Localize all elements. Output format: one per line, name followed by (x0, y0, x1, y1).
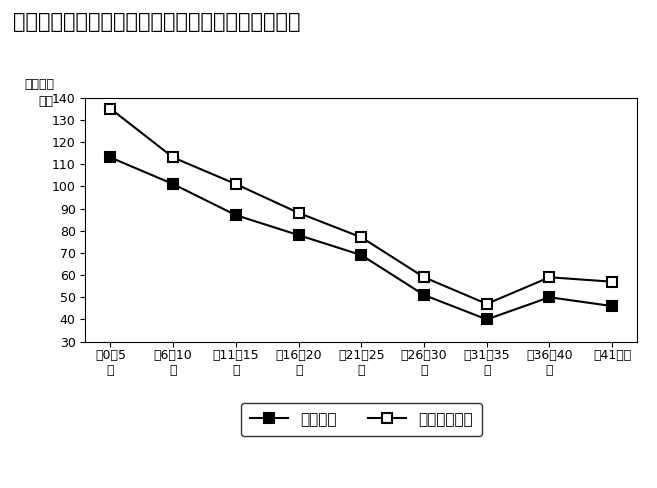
成約物件 (106, 155, 114, 161)
成約物件 (357, 252, 365, 258)
新規登録物件 (357, 234, 365, 240)
Text: （万円／: （万円／ (25, 78, 55, 91)
新規登録物件 (232, 181, 240, 187)
新規登録物件 (608, 279, 616, 285)
成約物件 (420, 292, 428, 298)
成約物件 (170, 181, 177, 187)
新規登録物件 (106, 106, 114, 112)
Text: ㎡）: ㎡） (39, 95, 53, 108)
新規登録物件 (545, 274, 553, 280)
成約物件 (483, 317, 491, 323)
Line: 新規登録物件: 新規登録物件 (106, 104, 617, 309)
成約物件 (232, 212, 240, 218)
新規登録物件 (295, 210, 303, 216)
成約物件 (295, 232, 303, 238)
新規登録物件 (170, 155, 177, 161)
新規登録物件 (483, 301, 491, 307)
成約物件 (545, 294, 553, 300)
Text: 図表６－３　中古マンションの築年帯別平均㎡単価: 図表６－３ 中古マンションの築年帯別平均㎡単価 (13, 12, 301, 32)
新規登録物件 (420, 274, 428, 280)
成約物件 (608, 303, 616, 309)
Legend: 成約物件, 新規登録物件: 成約物件, 新規登録物件 (241, 403, 482, 436)
Line: 成約物件: 成約物件 (106, 153, 617, 325)
